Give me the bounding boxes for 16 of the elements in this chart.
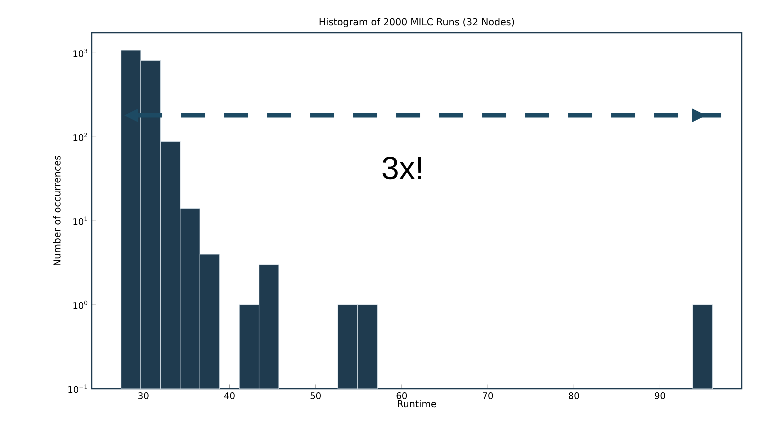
y-tick-label: 10$^{3}$: [74, 48, 88, 58]
y-tick-label: 10$^{2}$: [74, 132, 88, 142]
x-tick-label: 40: [224, 392, 235, 400]
chart-title: Histogram of 2000 MILC Runs (32 Nodes): [320, 18, 514, 28]
x-tick-label: 50: [310, 392, 321, 400]
x-tick-label: 30: [138, 392, 149, 400]
x-tick-label: 70: [483, 392, 494, 400]
y-axis-title: Number of occurrences: [53, 156, 61, 266]
x-tick-label: 60: [396, 392, 408, 400]
y-tick-label: 10$^{−1}$: [68, 384, 88, 394]
x-axis-title: Runtime: [398, 400, 436, 408]
annotation: 3x!: [382, 156, 422, 180]
y-tick-label: 10$^{1}$: [74, 216, 88, 226]
x-tick-label: 90: [655, 392, 666, 400]
y-tick-label: 10$^{0}$: [74, 300, 88, 310]
x-tick-label: 80: [569, 392, 580, 400]
